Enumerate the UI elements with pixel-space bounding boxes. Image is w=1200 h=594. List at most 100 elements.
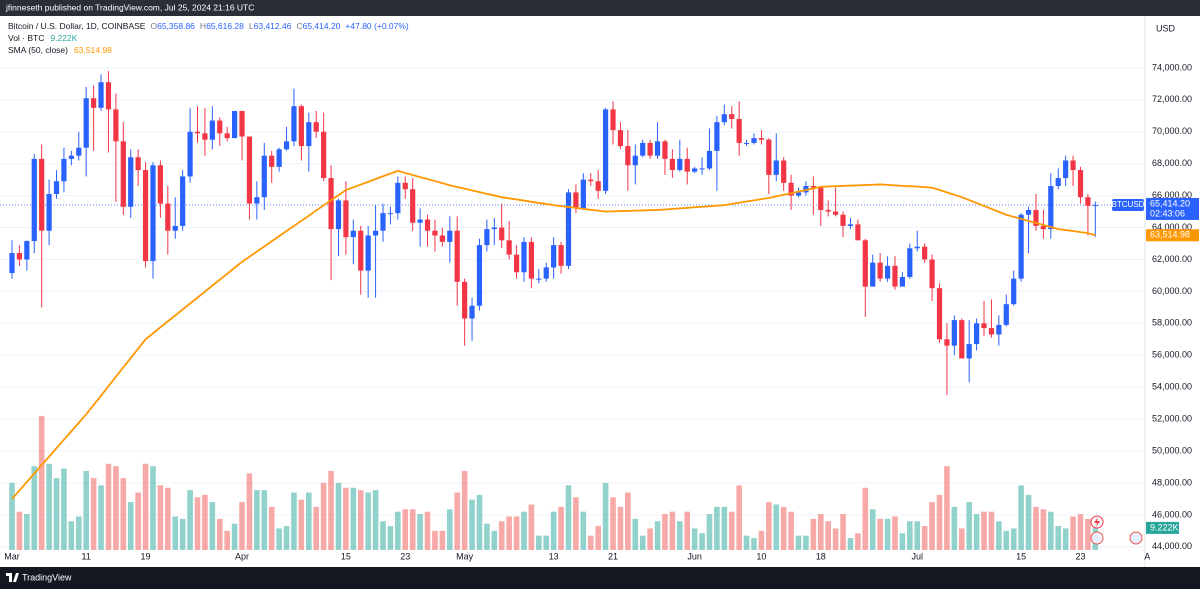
brand: TradingView — [22, 572, 72, 582]
volume-bar — [855, 533, 861, 550]
header-bar — [0, 0, 1200, 16]
volume-bar — [684, 511, 691, 550]
candle-body — [1092, 204, 1098, 206]
volume-bar — [469, 499, 475, 550]
volume-bar — [239, 502, 245, 550]
candle-body — [276, 149, 282, 167]
volume-bar — [929, 502, 935, 550]
volume-bar — [528, 504, 535, 550]
candle-body — [610, 109, 616, 131]
legend-row: Vol · BTC 9.222K — [8, 33, 78, 43]
volume-bar — [135, 492, 141, 550]
volume-bar — [862, 487, 869, 550]
candle-body — [150, 165, 156, 262]
candle-body — [269, 155, 275, 167]
volume-bar — [877, 518, 883, 550]
event-icon[interactable] — [1129, 531, 1143, 545]
candle-body — [395, 182, 401, 214]
x-tick-label: 15 — [1016, 551, 1026, 561]
legend-volume-value: 9.222K — [50, 33, 77, 43]
candle-body — [758, 138, 765, 140]
volume-bar — [276, 528, 282, 550]
volume-bar — [803, 535, 809, 550]
candle-body — [298, 106, 304, 147]
legend-sma-value: 63,514.98 — [74, 45, 112, 55]
volume-bar — [899, 533, 906, 550]
candle-body — [142, 170, 149, 262]
candle-body — [818, 187, 824, 210]
candle-body — [358, 230, 364, 271]
volume-bar — [224, 530, 230, 550]
candle-body — [283, 141, 290, 150]
candle-body — [306, 122, 312, 147]
candle-body — [91, 98, 97, 108]
candle-body — [1055, 178, 1061, 187]
sma-value-label: 63,514.98 — [1150, 230, 1190, 240]
candle-body — [209, 120, 215, 140]
volume-bar — [677, 521, 683, 550]
candle-body — [855, 224, 861, 241]
symbol-box — [1112, 198, 1144, 211]
volume-bar — [951, 506, 958, 550]
candle-body — [380, 213, 386, 231]
volume-bar — [172, 516, 179, 550]
candle-body — [603, 109, 609, 191]
volume-bar — [395, 511, 401, 550]
volume-bar — [699, 533, 705, 550]
x-tick-label: 10 — [756, 551, 766, 561]
candle-body — [254, 197, 260, 204]
legend-title: Bitcoin / U.S. Dollar, 1D, COINBASE — [8, 21, 146, 31]
volume-bar — [996, 521, 1002, 550]
legend-ohlc-key: H — [200, 21, 206, 31]
volume-bar — [840, 514, 846, 550]
volume-bar — [550, 511, 557, 550]
candle-body — [595, 181, 601, 191]
volume-bar — [1033, 506, 1039, 550]
volume-bar — [498, 521, 505, 550]
volume-bar — [721, 506, 728, 550]
candle-body — [677, 158, 683, 171]
volume-bar — [832, 528, 839, 550]
volume-bar — [1010, 528, 1017, 550]
volume-bar — [907, 521, 913, 550]
x-tick-label: 11 — [82, 551, 91, 561]
y-tick-label: 64,000.00 — [1152, 222, 1192, 232]
event-icon-glyph — [1094, 517, 1100, 527]
candle-body — [892, 265, 898, 287]
volume-bar — [958, 528, 965, 550]
candle-layer — [9, 71, 1098, 396]
volume-bar — [884, 518, 891, 550]
volume-bar — [61, 468, 67, 550]
candle-body — [721, 114, 727, 123]
y-tick-label: 46,000.00 — [1152, 509, 1192, 519]
y-tick-label: 74,000.00 — [1152, 62, 1192, 72]
candle-body — [528, 241, 534, 279]
candle-body — [981, 323, 987, 329]
volume-bar — [817, 514, 824, 550]
volume-bar — [669, 511, 676, 550]
volume-bar — [966, 502, 972, 550]
volume-bar — [90, 478, 97, 550]
candle-body — [788, 182, 794, 196]
countdown-label: 02:43:06 — [1150, 208, 1185, 218]
candle-body — [1070, 160, 1076, 171]
candle-body — [847, 224, 854, 226]
volume-bar — [573, 497, 579, 550]
sma-line — [11, 169, 1096, 500]
x-tick-label: Jun — [687, 551, 702, 561]
candle-body — [513, 254, 520, 273]
candle-body — [558, 245, 564, 266]
candle-body — [922, 246, 928, 260]
event-icon[interactable] — [1090, 531, 1104, 545]
legend-volume-name: Vol · BTC — [8, 33, 44, 43]
volume-bar — [83, 470, 89, 550]
candle-body — [684, 158, 690, 172]
candle-body — [120, 141, 126, 207]
candle-body — [105, 82, 112, 110]
volume-bar — [424, 511, 431, 550]
volume-bar — [179, 518, 186, 550]
candle-body — [996, 324, 1002, 335]
candle-body — [580, 179, 586, 209]
volume-bar — [773, 504, 780, 550]
volume-bar — [602, 482, 609, 550]
